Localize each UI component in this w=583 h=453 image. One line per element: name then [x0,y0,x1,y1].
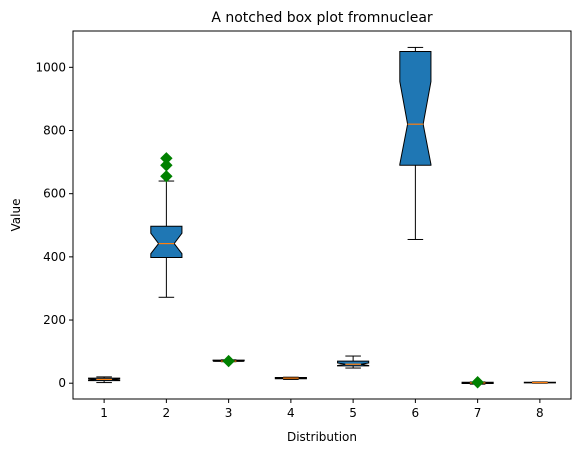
chart-title: A notched box plot fromnuclear [211,10,433,26]
notched-box [150,225,183,258]
flier-point [471,376,484,389]
x-tick-label: 5 [349,406,357,420]
y-tick-label: 0 [58,376,66,390]
y-axis-label: Value [9,199,23,232]
x-tick-label: 3 [225,406,233,420]
x-tick-label: 2 [163,406,171,420]
y-tick-label: 200 [43,313,66,327]
x-axis-label: Distribution [287,430,357,444]
flier-point [160,159,173,172]
plot-area: 0 200 400 600 800 1000 1 2 3 4 5 6 7 8 [35,30,572,420]
notched-box [337,360,370,367]
x-tick-label: 8 [536,406,544,420]
flier-point [160,170,173,183]
notched-box [399,51,432,166]
flier-point [160,152,173,165]
x-tick-label: 1 [100,406,108,420]
axes-frame [72,30,572,400]
y-tick-label: 1000 [35,60,66,74]
y-tick-label: 400 [43,250,66,264]
x-tick-label: 4 [287,406,295,420]
y-tick-label: 800 [43,124,66,138]
y-tick-label: 600 [43,187,66,201]
x-tick-label: 6 [412,406,420,420]
x-tick-label: 7 [474,406,482,420]
flier-point [222,354,235,368]
